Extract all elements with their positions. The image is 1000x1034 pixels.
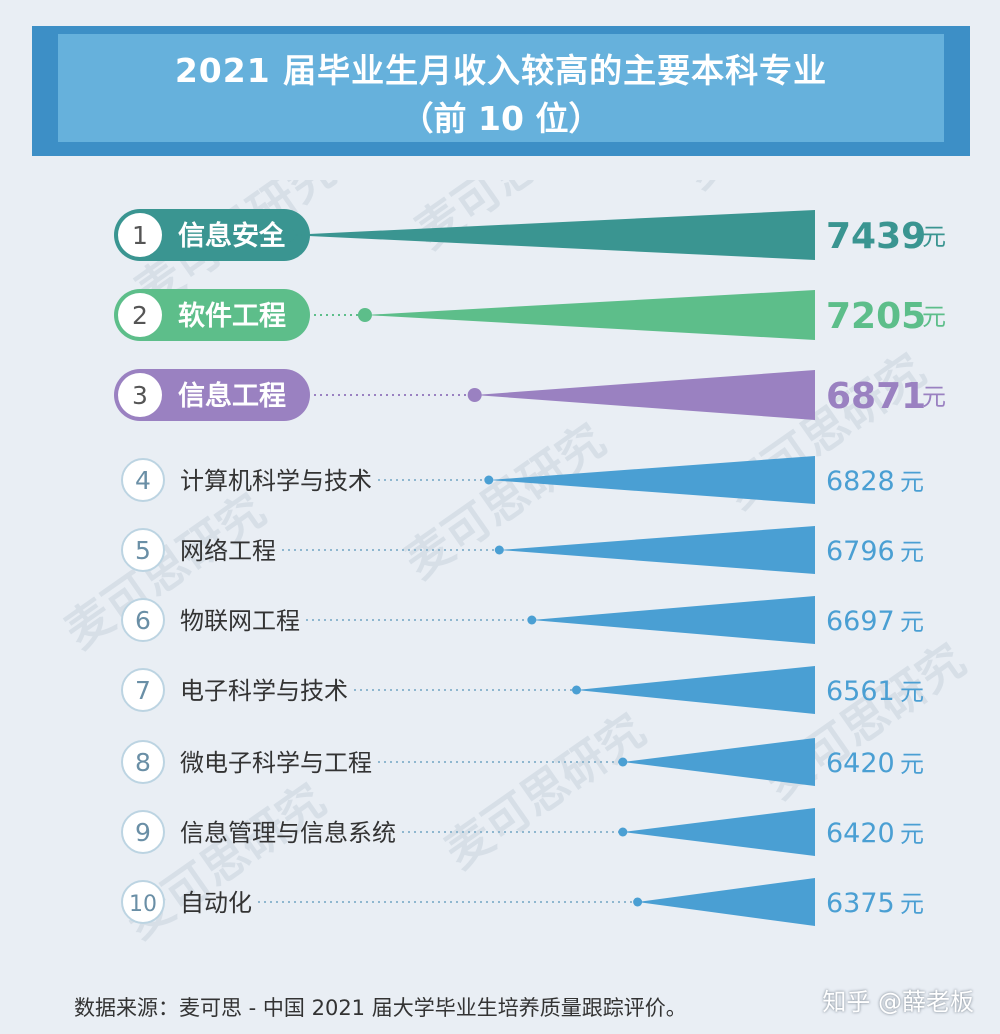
major-label: 计算机科学与技术: [180, 467, 372, 495]
author-credit: 知乎 @薛老板: [822, 988, 974, 1016]
value-triangle: [499, 526, 815, 574]
value-dot: [633, 897, 643, 907]
watermark-text: 麦可思研究: [675, 180, 894, 199]
value-label: 6561: [826, 676, 895, 707]
value-triangle: [637, 878, 815, 926]
value-dot: [467, 388, 482, 402]
value-triangle: [288, 210, 815, 260]
major-row: 6 物联网工程 6697 元: [121, 596, 924, 644]
major-label: 微电子科学与工程: [180, 749, 372, 777]
major-label: 软件工程: [178, 301, 286, 332]
rank-number: 6: [135, 606, 151, 635]
rank-number: 2: [132, 301, 148, 330]
major-label: 信息工程: [178, 380, 286, 412]
unit-label: 元: [900, 750, 924, 778]
rank-circle: [121, 528, 165, 572]
salary-chart: 麦可思研究麦可思研究麦可思研究麦可思研究麦可思研究麦可思研究麦可思研究麦可思研究…: [55, 180, 974, 949]
value-dot: [357, 308, 372, 322]
major-label: 物联网工程: [180, 607, 300, 635]
rank-number: 10: [129, 892, 157, 917]
unit-label: 元: [922, 303, 946, 331]
unit-label: 元: [922, 383, 946, 411]
unit-label: 元: [900, 820, 924, 848]
chart-subtitle: （前 10 位）: [400, 99, 602, 138]
rank-circle: [121, 598, 165, 642]
rank-circle: [121, 810, 165, 854]
rank-pill: [114, 369, 310, 421]
value-label: 6828: [826, 466, 895, 497]
major-label: 网络工程: [180, 537, 276, 565]
value-triangle: [364, 290, 815, 340]
rank-number: 7: [135, 676, 151, 705]
watermark-text: 麦可思研究: [395, 413, 614, 589]
value-label: 7205: [826, 296, 926, 337]
value-dot: [484, 475, 494, 485]
major-label: 电子科学与技术: [180, 677, 348, 705]
unit-label: 元: [922, 223, 946, 251]
value-dot: [494, 545, 504, 555]
unit-label: 元: [900, 890, 924, 918]
rank-circle: [121, 668, 165, 712]
value-label: 6697: [826, 606, 895, 637]
rank-number: 3: [132, 381, 148, 410]
data-source-note: 数据来源：麦可思 - 中国 2021 届大学毕业生培养质量跟踪评价。: [74, 996, 687, 1020]
rank-circle: [118, 213, 162, 257]
rank-pill: [114, 289, 310, 341]
major-label: 信息管理与信息系统: [180, 819, 396, 847]
value-triangle: [622, 808, 815, 856]
chart-title: 2021 届毕业生月收入较高的主要本科专业: [174, 51, 828, 90]
unit-label: 元: [900, 538, 924, 566]
unit-label: 元: [900, 678, 924, 706]
unit-label: 元: [900, 468, 924, 496]
rank-circle: [121, 740, 165, 784]
major-row: 7 电子科学与技术 6561 元: [121, 666, 924, 714]
watermark-text: 麦可思研究: [435, 703, 654, 879]
value-triangle: [622, 738, 815, 786]
major-row: 4 计算机科学与技术 6828 元: [121, 456, 924, 504]
value-dot: [527, 615, 537, 625]
value-label: 6375: [826, 888, 895, 919]
rank-circle: [118, 373, 162, 417]
rank-circle: [121, 458, 165, 502]
rank-circle: [121, 880, 165, 924]
value-label: 6420: [826, 748, 895, 779]
value-label: 6871: [826, 376, 926, 417]
rank-number: 1: [132, 221, 148, 250]
value-dot: [281, 228, 296, 242]
title-banner: 2021 届毕业生月收入较高的主要本科专业 （前 10 位）: [58, 34, 944, 142]
value-dot: [618, 757, 628, 767]
value-triangle: [531, 596, 815, 644]
rank-number: 5: [135, 536, 151, 565]
major-row: 9 信息管理与信息系统 6420 元: [121, 808, 924, 856]
major-label: 自动化: [180, 889, 252, 917]
value-label: 6796: [826, 536, 895, 567]
major-row: 10 自动化 6375 元: [121, 878, 924, 926]
major-label: 信息安全: [178, 220, 287, 252]
rank-number: 8: [135, 748, 151, 777]
value-dot: [572, 685, 582, 695]
value-label: 7439: [826, 216, 926, 257]
major-row: 5 网络工程 6796 元: [121, 526, 924, 574]
value-dot: [618, 827, 628, 837]
value-label: 6420: [826, 818, 895, 849]
rank-circle: [118, 293, 162, 337]
unit-label: 元: [900, 608, 924, 636]
rank-number: 4: [135, 466, 151, 495]
value-triangle: [474, 370, 815, 420]
major-row: 8 微电子科学与工程 6420 元: [121, 738, 924, 786]
rank-pill: [114, 209, 310, 261]
value-triangle: [576, 666, 815, 714]
rank-number: 9: [135, 818, 151, 847]
value-triangle: [488, 456, 815, 504]
